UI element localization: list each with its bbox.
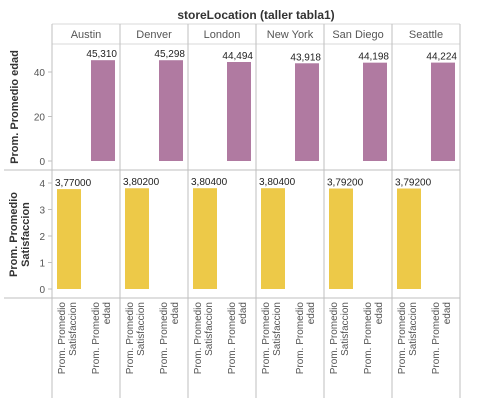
- bar-value-label: 44,494: [222, 51, 253, 62]
- x-axis-label: edad: [238, 302, 249, 324]
- column-header-new-york: New York: [267, 29, 314, 41]
- column-header-denver: Denver: [136, 29, 172, 41]
- x-axis-label: Prom. Promedio: [295, 302, 306, 375]
- x-axis-label: Prom. Promedio: [227, 302, 238, 375]
- y-tick-label: 40: [34, 68, 46, 79]
- bar-value-label: 44,198: [358, 52, 389, 63]
- x-axis-label: Satisfaccion: [136, 302, 147, 356]
- y-tick-label: 2: [39, 232, 45, 243]
- bar-new-york: [261, 188, 285, 289]
- x-axis-label: Satisfaccion: [340, 302, 351, 356]
- column-header-austin: Austin: [71, 29, 102, 41]
- bar-austin: [91, 60, 115, 161]
- column-header-london: London: [204, 29, 241, 41]
- x-axis-label: Prom. Promedio: [431, 302, 442, 375]
- x-axis-label: Satisfaccion: [272, 302, 283, 356]
- x-axis-label: Prom. Promedio: [91, 302, 102, 375]
- bar-value-label: 3,80400: [191, 177, 228, 188]
- x-axis-label: Prom. Promedio: [193, 302, 204, 375]
- bar-value-label: 44,224: [426, 52, 457, 63]
- y-tick-label: 0: [39, 285, 45, 296]
- bar-london: [193, 188, 217, 289]
- x-axis-label: Satisfaccion: [408, 302, 419, 356]
- bar-seattle: [397, 188, 421, 289]
- header-title: storeLocation (taller tabla1): [177, 8, 334, 22]
- x-axis-label: Prom. Promedio: [159, 302, 170, 375]
- column-header-seattle: Seattle: [409, 29, 443, 41]
- bar-seattle: [431, 62, 455, 161]
- x-axis-label: edad: [102, 302, 113, 324]
- bar-san-diego: [363, 62, 387, 161]
- x-axis-label: Prom. Promedio: [125, 302, 136, 375]
- y-tick-label: 0: [39, 157, 45, 168]
- bar-value-label: 3,79200: [395, 178, 432, 189]
- x-axis-label: edad: [442, 302, 453, 324]
- bar-denver: [159, 60, 183, 162]
- x-axis-label: Prom. Promedio: [397, 302, 408, 375]
- bar-austin: [57, 189, 81, 289]
- bar-value-label: 3,77000: [55, 178, 92, 189]
- bar-value-label: 45,310: [86, 49, 117, 60]
- bar-new-york: [295, 63, 319, 161]
- x-axis-label: Prom. Promedio: [261, 302, 272, 375]
- x-axis-label: edad: [170, 302, 181, 324]
- bar-value-label: 45,298: [154, 49, 185, 60]
- bar-denver: [125, 188, 149, 289]
- y-tick-label: 1: [39, 259, 45, 270]
- x-axis-label: Prom. Promedio: [329, 302, 340, 375]
- x-axis-label: Satisfaccion: [68, 302, 79, 356]
- bar-value-label: 3,80400: [259, 177, 296, 188]
- bar-value-label: 43,918: [290, 52, 321, 63]
- bar-london: [227, 62, 251, 161]
- x-axis-label: edad: [374, 302, 385, 324]
- y-axis-title-edad: Prom. Promedio edad: [9, 50, 21, 164]
- x-axis-label: Satisfaccion: [204, 302, 215, 356]
- column-header-san-diego: San Diego: [332, 29, 383, 41]
- y-tick-label: 4: [39, 179, 45, 190]
- y-axis-title-satisfaccion-line: Prom. Promedio: [8, 192, 20, 277]
- bar-value-label: 3,80200: [123, 177, 160, 188]
- x-axis-label: Prom. Promedio: [57, 302, 68, 375]
- y-tick-label: 3: [39, 206, 45, 217]
- y-tick-label: 20: [34, 113, 46, 124]
- bar-san-diego: [329, 188, 353, 289]
- x-axis-label: edad: [306, 302, 317, 324]
- bar-value-label: 3,79200: [327, 178, 364, 189]
- x-axis-label: Prom. Promedio: [363, 302, 374, 375]
- y-axis-title-satisfaccion-line: Satisfaccion: [20, 202, 32, 267]
